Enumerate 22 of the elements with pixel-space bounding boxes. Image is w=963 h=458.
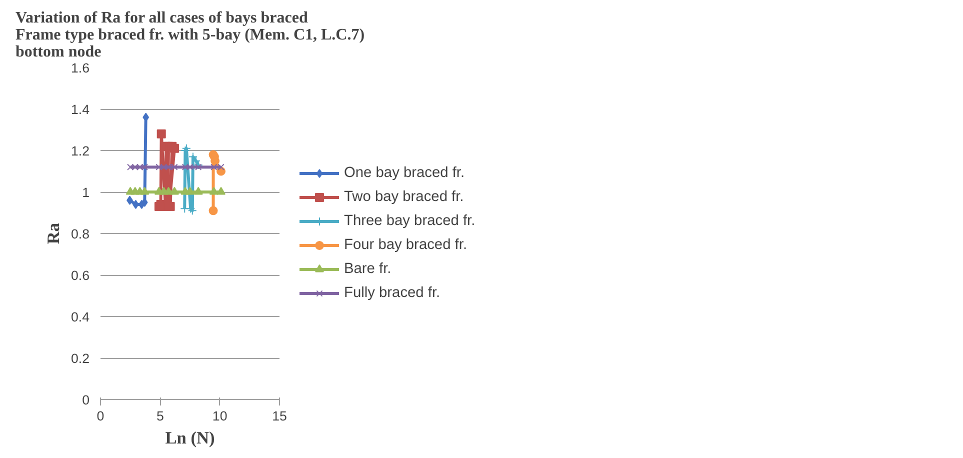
- y-tick-label: 0: [82, 392, 90, 408]
- y-tick-label: 1.6: [70, 60, 90, 76]
- x-axis-title: Ln (N): [165, 428, 216, 448]
- x-tick-label: 5: [156, 408, 164, 424]
- legend-label: Four bay braced fr.: [344, 237, 468, 253]
- legend-label: Two bay braced fr.: [344, 189, 464, 205]
- y-tick-label: 0.2: [70, 351, 90, 366]
- legend-label: Fully braced fr.: [344, 285, 440, 301]
- y-axis-title: Ra: [44, 222, 63, 244]
- y-tick-label: 0.6: [70, 268, 90, 283]
- x-tick-label: 10: [212, 408, 228, 424]
- y-tick-label: 0.8: [70, 226, 90, 242]
- chart-title: Variation of Ra for all cases of bays braced Frame type braced fr. with 5-bay (Mem. C1, L.C.7) bottom node: [15, 10, 365, 60]
- y-tick-label: 1.4: [70, 102, 90, 117]
- y-tick-label: 1: [82, 185, 90, 200]
- y-tick-label: 0.4: [70, 310, 90, 324]
- y-tick-label: 1.2: [70, 144, 90, 158]
- legend-label: One bay braced fr.: [344, 165, 465, 181]
- legend-label: Bare fr.: [344, 261, 392, 277]
- x-tick-label: 15: [272, 408, 287, 424]
- legend-label: Three bay braced fr.: [344, 213, 476, 229]
- x-tick-label: 0: [96, 408, 104, 424]
